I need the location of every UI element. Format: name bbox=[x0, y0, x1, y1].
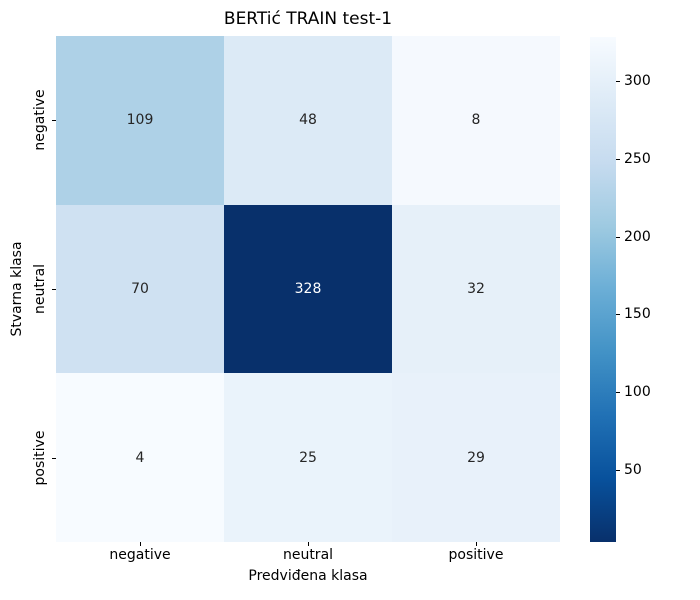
colorbar-tick-label-300: 300 bbox=[624, 72, 651, 89]
colorbar-tick-mark bbox=[616, 158, 620, 160]
cell-value: 109 bbox=[126, 112, 154, 129]
y-tick-mark bbox=[52, 457, 56, 459]
y-tick-label-negative: negative bbox=[32, 89, 48, 151]
heatmap-cell-neutral-neutral: 328 bbox=[224, 204, 392, 374]
cell-value: 4 bbox=[135, 449, 145, 466]
heatmap-cell-positive-neutral: 25 bbox=[224, 373, 392, 542]
heatmap-cell-positive-positive: 29 bbox=[392, 373, 560, 542]
chart-title: BERTić TRAIN test-1 bbox=[223, 9, 393, 29]
x-tick-mark bbox=[476, 542, 477, 546]
y-tick-label-neutral: neutral bbox=[32, 263, 48, 315]
cell-value: 48 bbox=[299, 112, 317, 129]
colorbar-tick-mark bbox=[616, 236, 620, 238]
colorbar-tick-label-100: 100 bbox=[624, 384, 651, 401]
x-tick-label-negative: negative bbox=[109, 547, 171, 563]
cell-value: 29 bbox=[467, 449, 485, 466]
x-axis-label: Predviđena klasa bbox=[248, 568, 368, 584]
heatmap-cell-negative-positive: 8 bbox=[392, 36, 560, 205]
cell-value: 70 bbox=[131, 280, 149, 297]
cell-value: 32 bbox=[467, 280, 485, 297]
y-tick-mark bbox=[52, 120, 56, 122]
colorbar bbox=[590, 37, 616, 542]
colorbar-tick-mark bbox=[616, 314, 620, 316]
heatmap-cell-positive-negative: 4 bbox=[56, 373, 224, 542]
cell-value: 8 bbox=[471, 112, 481, 129]
x-tick-label-positive: positive bbox=[448, 547, 504, 563]
x-tick-mark bbox=[140, 542, 141, 546]
heatmap-cell-neutral-negative: 70 bbox=[56, 204, 224, 374]
cell-value: 25 bbox=[299, 449, 317, 466]
heatmap-grid: 109 48 8 70 328 32 4 25 29 bbox=[56, 36, 560, 542]
colorbar-tick-label-200: 200 bbox=[624, 228, 651, 245]
y-tick-mark bbox=[52, 289, 56, 290]
cell-value: 328 bbox=[294, 280, 322, 297]
colorbar-tick-mark bbox=[616, 392, 620, 394]
colorbar-tick-mark bbox=[616, 80, 620, 82]
heatmap-cell-negative-neutral: 48 bbox=[224, 36, 392, 205]
colorbar-tick-label-250: 250 bbox=[624, 150, 651, 167]
colorbar-tick-mark bbox=[616, 470, 620, 472]
x-tick-label-neutral: neutral bbox=[282, 547, 334, 563]
colorbar-tick-label-50: 50 bbox=[624, 462, 642, 479]
heatmap-cell-negative-negative: 109 bbox=[56, 36, 224, 205]
heatmap-cell-neutral-positive: 32 bbox=[392, 204, 560, 374]
colorbar-tick-label-150: 150 bbox=[624, 306, 651, 323]
y-tick-label-positive: positive bbox=[32, 430, 48, 486]
x-tick-mark bbox=[308, 542, 309, 546]
y-axis-label: Stvarna klasa bbox=[9, 241, 25, 337]
